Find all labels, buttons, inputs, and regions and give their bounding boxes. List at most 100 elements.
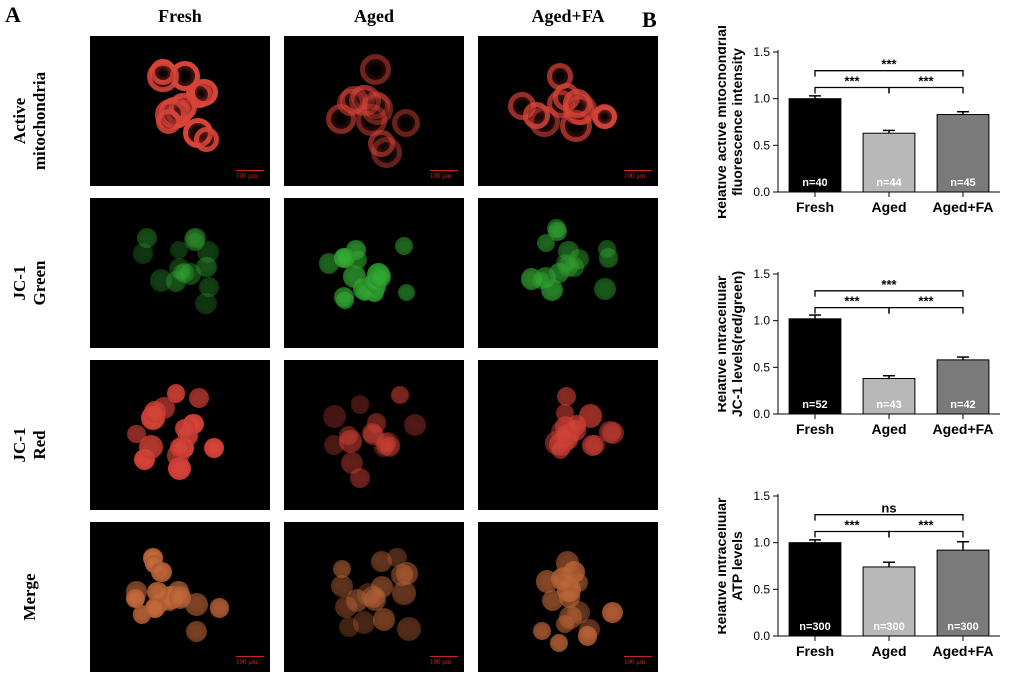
cell [133, 243, 153, 263]
cell [360, 54, 392, 86]
svg-text:Aged+FA: Aged+FA [932, 643, 993, 659]
cell [373, 608, 395, 630]
svg-text:1.5: 1.5 [753, 267, 770, 281]
micrograph [284, 198, 464, 348]
cell [556, 551, 579, 574]
micrograph: 100 μm [478, 522, 658, 672]
cell [367, 413, 386, 432]
cell [323, 405, 346, 428]
svg-text:n=44: n=44 [876, 177, 902, 189]
row-label: JC-1Red [10, 390, 50, 500]
cell [175, 263, 194, 282]
svg-text:Fresh: Fresh [796, 421, 834, 437]
cell [319, 253, 340, 274]
svg-text:Aged: Aged [872, 421, 907, 437]
chart-D: D0.00.51.01.5Relative intracellularATP l… [718, 456, 1008, 666]
svg-text:***: *** [844, 73, 860, 88]
svg-text:Relative intracellularJC-1 lev: Relative intracellularJC-1 levels(red/gr… [718, 271, 745, 417]
cell [371, 576, 393, 598]
svg-text:1.5: 1.5 [753, 489, 770, 503]
panel-label: D [642, 451, 658, 477]
cell [210, 598, 229, 617]
row-label: JC-1Green [10, 228, 50, 338]
cell [170, 438, 189, 457]
charts-col: B0.00.51.01.5Relative active mitochondri… [640, 0, 1020, 674]
cell [199, 277, 219, 297]
micrograph [478, 198, 658, 348]
cell [351, 395, 370, 414]
svg-text:***: *** [844, 517, 860, 532]
svg-text:***: *** [881, 57, 897, 72]
svg-text:***: *** [881, 277, 897, 292]
cell [602, 602, 623, 623]
row-label: Activemitochondria [10, 66, 50, 176]
svg-text:n=40: n=40 [802, 177, 827, 189]
col-header: Aged [324, 6, 424, 27]
chart-C: C0.00.51.01.5Relative intracellularJC-1 … [718, 234, 1008, 444]
svg-text:***: *** [918, 517, 934, 532]
cell [547, 63, 573, 89]
cell [341, 452, 363, 474]
svg-text:Aged: Aged [872, 199, 907, 215]
cell [557, 387, 577, 407]
cell [127, 425, 146, 444]
row-label: Merge [20, 542, 40, 652]
panel-a-label: A [5, 2, 21, 28]
cell [204, 438, 224, 458]
micrograph: 100 μm [284, 522, 464, 672]
cell [598, 240, 616, 258]
cell [170, 241, 188, 259]
cell [395, 237, 413, 255]
col-header: Fresh [130, 6, 230, 27]
cell [156, 109, 182, 135]
cell [194, 127, 219, 152]
cell [369, 266, 390, 287]
cell [186, 621, 207, 642]
svg-text:***: *** [918, 294, 934, 309]
svg-text:Relative active mitochondrialf: Relative active mitochondrialfluorescenc… [718, 25, 745, 219]
cell [508, 92, 536, 120]
cell [398, 284, 415, 301]
cell [147, 61, 179, 93]
svg-text:Aged+FA: Aged+FA [932, 421, 993, 437]
cell [404, 414, 426, 436]
svg-text:Fresh: Fresh [796, 199, 834, 215]
cell [150, 269, 172, 291]
svg-text:Relative intracellularATP leve: Relative intracellularATP levels [718, 497, 745, 635]
panel-label: C [642, 229, 658, 255]
micrograph: 100 μm [90, 522, 270, 672]
svg-text:0.0: 0.0 [753, 185, 770, 199]
svg-text:1.0: 1.0 [753, 92, 770, 106]
cell [564, 257, 584, 277]
micrograph: 100 μm [478, 36, 658, 186]
cell [185, 228, 206, 249]
cell [594, 278, 616, 300]
scale-bar: 100 μm [236, 170, 264, 180]
panel-label: B [642, 7, 657, 33]
cell [579, 404, 603, 428]
svg-text:n=300: n=300 [947, 621, 979, 633]
cell [392, 109, 420, 137]
cell [168, 457, 191, 480]
svg-text:n=52: n=52 [802, 399, 827, 411]
svg-text:n=300: n=300 [873, 621, 905, 633]
cell [533, 622, 551, 640]
svg-text:Fresh: Fresh [796, 643, 834, 659]
cell [541, 279, 563, 301]
cell [397, 617, 421, 641]
cell [602, 422, 624, 444]
cell [593, 105, 617, 129]
micrograph [478, 360, 658, 510]
svg-text:n=43: n=43 [876, 399, 901, 411]
scale-bar: 100 μm [236, 656, 264, 666]
svg-text:n=42: n=42 [950, 399, 975, 411]
col-header: Aged+FA [518, 6, 618, 27]
svg-text:0.0: 0.0 [753, 407, 770, 421]
scale-bar: 100 μm [430, 656, 458, 666]
chart-B: B0.00.51.01.5Relative active mitochondri… [718, 12, 1008, 222]
cell [392, 581, 415, 604]
cell [548, 222, 567, 241]
cell [334, 287, 354, 307]
svg-text:***: *** [918, 73, 934, 88]
cell [542, 590, 563, 611]
